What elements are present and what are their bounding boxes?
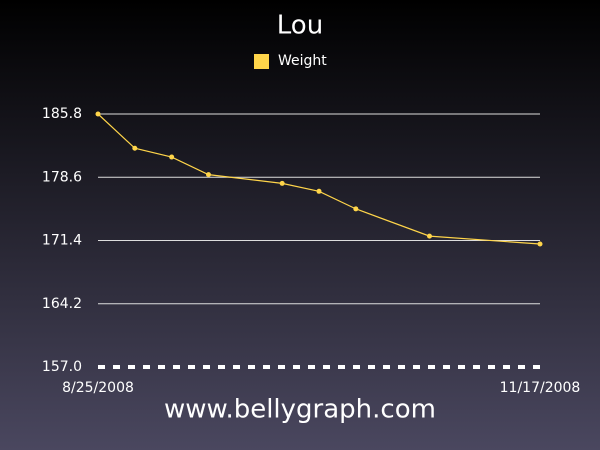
y-tick-label: 164.2 xyxy=(42,296,82,312)
footer: www.bellygraph.com xyxy=(164,395,436,425)
y-tick-label: 185.8 xyxy=(42,106,82,122)
chart-title: Lou xyxy=(277,11,323,41)
point xyxy=(353,206,359,212)
legend-swatch xyxy=(254,54,269,69)
point xyxy=(132,145,138,151)
point xyxy=(169,154,175,160)
legend-label: Weight xyxy=(278,53,327,69)
y-tick-label: 178.6 xyxy=(42,169,82,185)
point xyxy=(279,180,285,186)
point xyxy=(316,188,322,194)
y-tick-label: 157.0 xyxy=(42,359,82,375)
point xyxy=(537,241,543,247)
x-tick-label: 11/17/2008 xyxy=(500,380,581,396)
y-tick-label: 171.4 xyxy=(42,233,82,249)
x-tick-label: 8/25/2008 xyxy=(62,380,134,396)
point xyxy=(427,233,432,239)
point xyxy=(206,172,211,178)
point xyxy=(95,111,101,117)
